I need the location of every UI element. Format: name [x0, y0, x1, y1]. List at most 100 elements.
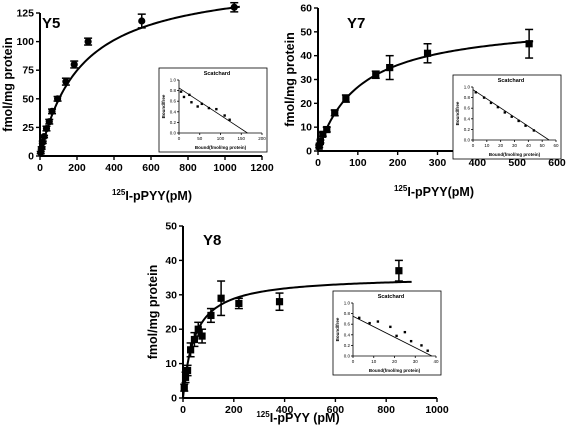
inset-data-point	[368, 321, 371, 325]
inset-x-tick-label: 60	[553, 143, 559, 148]
y-tick-label: 20	[300, 98, 312, 110]
y-tick-label: 40	[300, 50, 312, 62]
x-tick-label: 400	[469, 157, 487, 169]
x-tick-label: 1200	[250, 162, 274, 174]
data-point	[62, 78, 70, 86]
inset-y-tick-label: 0.6	[344, 322, 351, 327]
inset-data-point	[403, 330, 407, 334]
inset-data-point	[409, 339, 413, 343]
inset-y-tick-label: 0.8	[170, 88, 177, 93]
inset-x-tick-label: 100	[217, 136, 225, 141]
inset-x-tick-label: 0	[352, 359, 355, 364]
x-axis-title: 125I-pPYY(pM)	[112, 188, 192, 203]
inset-data-point	[503, 111, 507, 114]
data-point	[235, 299, 243, 307]
x-tick-label: 200	[68, 162, 86, 174]
x-tick-label: 1000	[425, 404, 449, 416]
inset-y-tick-label: 0.0	[344, 354, 351, 359]
x-tick-label: 0	[315, 157, 321, 169]
x-tick-label: 300	[429, 157, 447, 169]
inset-x-tick-label: 30	[413, 359, 419, 364]
inset-y-tick-label: 0.0	[464, 138, 471, 143]
y-tick-label: 60	[300, 3, 312, 15]
inset-data-point	[532, 129, 536, 132]
inset-data-point	[200, 102, 204, 106]
inset-y-tick-label: 0.2	[344, 343, 351, 348]
scatchard-inset: Scatchard 0 50 100 150 200 0.0 0.2 0.4 0.6 0.8 1.0 B…	[158, 67, 268, 153]
data-point	[207, 311, 215, 320]
inset-data-point	[215, 107, 218, 111]
data-point	[230, 3, 238, 11]
y-tick-label: 0	[171, 393, 177, 405]
inset-x-tick-label: 10	[484, 143, 490, 148]
data-point	[39, 138, 47, 146]
x-tick-label: 800	[377, 404, 395, 416]
inset-data-point	[489, 101, 493, 105]
inset-y-tick-label: 0.6	[170, 99, 177, 104]
y-tick-label: 30	[165, 289, 177, 301]
inset-x-axis-title: Bound(fmol/mg protein)	[195, 145, 247, 150]
inset-x-tick-label: 30	[512, 143, 518, 148]
data-point	[198, 332, 206, 340]
inset-y-axis-title: Bound/free	[161, 94, 166, 118]
inset-frame	[452, 74, 562, 160]
inset-data-point	[207, 106, 211, 110]
x-axis-title-main: I-pPYY(pM)	[125, 189, 192, 203]
inset-y-tick-label: 0.0	[170, 131, 177, 136]
inset-data-point	[482, 96, 486, 99]
y-axis-title: fmol/mg protein	[146, 265, 160, 359]
y-tick-label: 20	[165, 324, 177, 336]
y-tick-label: 0	[28, 151, 34, 163]
inset-title: Scatchard	[378, 294, 405, 300]
inset-data-point	[510, 115, 513, 118]
data-point	[38, 144, 46, 152]
inset-y-tick-label: 0.4	[344, 332, 351, 337]
data-point	[48, 107, 56, 115]
inset-y-tick-label: 1.0	[170, 78, 177, 83]
panel-title: Y7	[347, 15, 365, 32]
inset-data-point	[182, 95, 186, 99]
inset-data-point	[358, 316, 361, 320]
data-point	[181, 373, 190, 381]
inset-y-tick-label: 0.8	[344, 311, 351, 316]
inset-x-tick-label: 0	[178, 136, 181, 141]
panel-title: Y5	[42, 15, 60, 32]
data-point	[40, 132, 48, 141]
inset-title: Scatchard	[204, 71, 231, 77]
data-point	[183, 366, 192, 375]
inset-y-axis-title: Bound/free	[335, 317, 340, 341]
y-tick-label: 40	[165, 255, 177, 267]
x-tick-label: 400	[276, 404, 294, 416]
x-axis-title-superscript: 125	[394, 184, 408, 193]
x-axis-title: 125I-pPYY (pM)	[256, 410, 339, 425]
inset-y-tick-label: 0.6	[464, 106, 471, 111]
y-tick-label: 75	[22, 65, 34, 77]
x-axis-title-main: I-pPYY (pM)	[270, 411, 340, 425]
inset-x-tick-label: 20	[498, 143, 504, 148]
data-point	[70, 60, 78, 69]
inset-data-point	[517, 119, 520, 123]
inset-title: Scatchard	[498, 78, 525, 84]
inset-data-point	[389, 325, 392, 329]
x-tick-label: 600	[548, 157, 566, 169]
x-tick-label: 100	[349, 157, 367, 169]
y-tick-label: 30	[300, 74, 312, 86]
inset-regression-line	[472, 89, 550, 141]
data-point	[372, 71, 380, 79]
inset-data-point	[179, 90, 183, 93]
x-tick-label: 0	[180, 404, 186, 416]
y-tick-label: 50	[300, 26, 312, 38]
x-tick-label: 200	[389, 157, 407, 169]
y-tick-label: 10	[165, 358, 177, 370]
data-point	[217, 294, 225, 302]
data-point	[275, 298, 284, 306]
inset-data-point	[420, 344, 423, 347]
data-point	[190, 335, 199, 344]
x-tick-label: 200	[225, 404, 243, 416]
panel-y7: 0 100 200 300 400 500 6000102030405060Y7fmol/m…	[283, 3, 566, 200]
data-point	[53, 95, 62, 103]
inset-y-tick-label: 0.2	[464, 127, 471, 132]
inset-y-tick-label: 0.2	[170, 120, 177, 125]
x-tick-label: 800	[179, 162, 197, 174]
